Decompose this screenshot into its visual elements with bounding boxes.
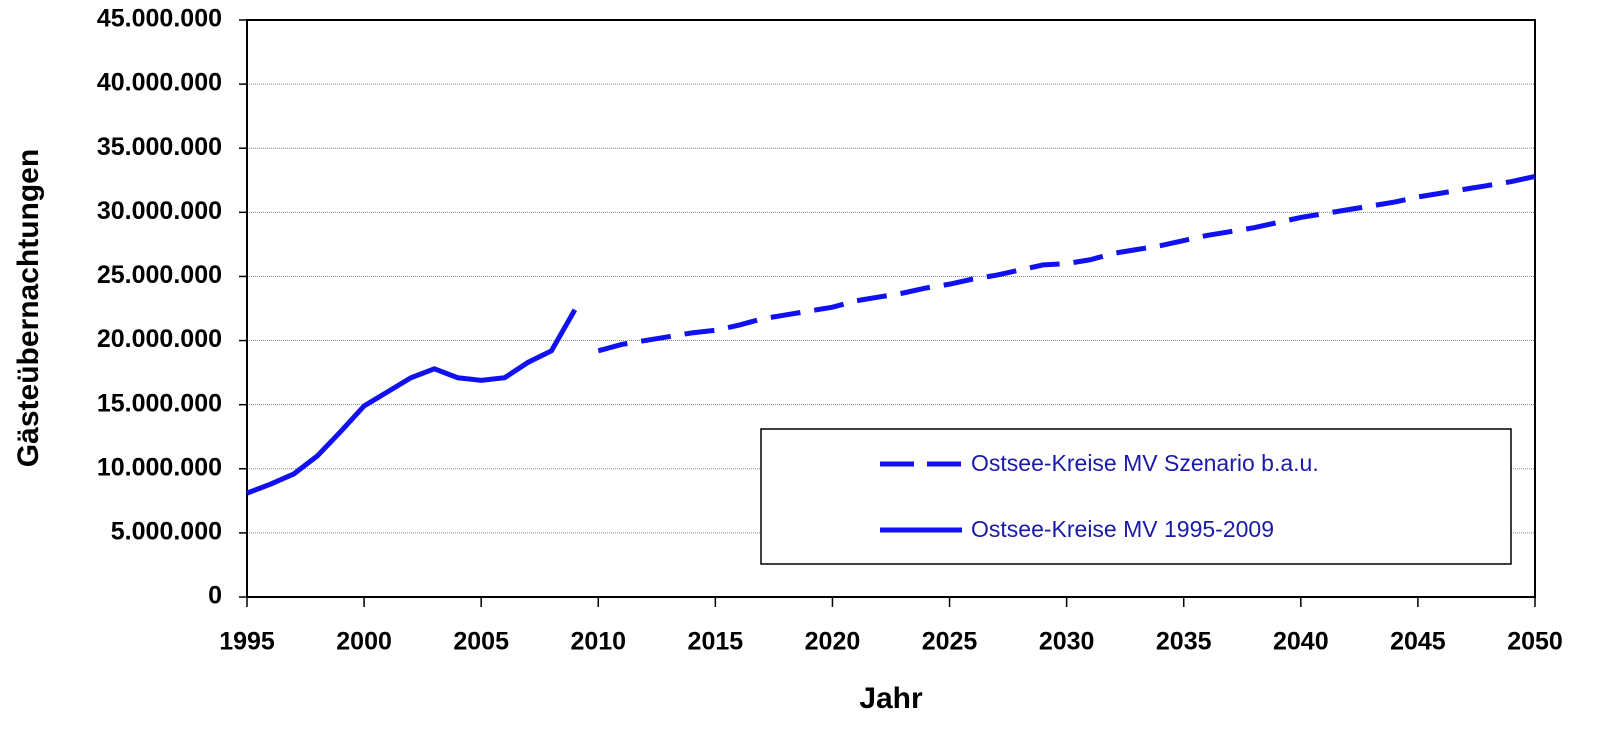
legend-box bbox=[760, 428, 1512, 565]
data-line bbox=[597, 173, 1536, 354]
plot-border bbox=[246, 19, 1536, 598]
x-tick-label: 2020 bbox=[805, 628, 861, 656]
y-tick-label: 35.000.000 bbox=[97, 133, 222, 161]
legend-label: Ostsee-Kreise MV 1995-2009 bbox=[971, 516, 1274, 542]
x-tick-label: 2015 bbox=[688, 628, 744, 656]
y-tick-label: 40.000.000 bbox=[97, 69, 222, 97]
x-tick-label: 2035 bbox=[1156, 628, 1212, 656]
x-tick-label: 2005 bbox=[453, 628, 509, 656]
x-tick-label: 2030 bbox=[1039, 628, 1095, 656]
y-tick-label: 10.000.000 bbox=[97, 453, 222, 481]
legend-label: Ostsee-Kreise MV Szenario b.a.u. bbox=[971, 450, 1319, 476]
data-line bbox=[246, 308, 578, 496]
x-tick-label: 2010 bbox=[570, 628, 626, 656]
x-tick-label: 2000 bbox=[336, 628, 392, 656]
y-tick-label: 25.000.000 bbox=[97, 261, 222, 289]
y-axis-label: Gästeübernachtungen bbox=[12, 149, 45, 467]
y-tick-label: 15.000.000 bbox=[97, 389, 222, 417]
y-tick-label: 30.000.000 bbox=[97, 197, 222, 225]
y-tick-label: 5.000.000 bbox=[111, 517, 222, 545]
y-tick-label: 45.000.000 bbox=[97, 5, 222, 33]
x-tick-label: 2040 bbox=[1273, 628, 1329, 656]
y-tick-label: 20.000.000 bbox=[97, 325, 222, 353]
x-axis-label: Jahr bbox=[859, 682, 923, 715]
x-tick-label: 2050 bbox=[1507, 628, 1563, 656]
x-tick-label: 2045 bbox=[1390, 628, 1446, 656]
x-tick-label: 2025 bbox=[922, 628, 978, 656]
x-tick-label: 1995 bbox=[219, 628, 275, 656]
y-tick-label: 0 bbox=[208, 582, 222, 610]
